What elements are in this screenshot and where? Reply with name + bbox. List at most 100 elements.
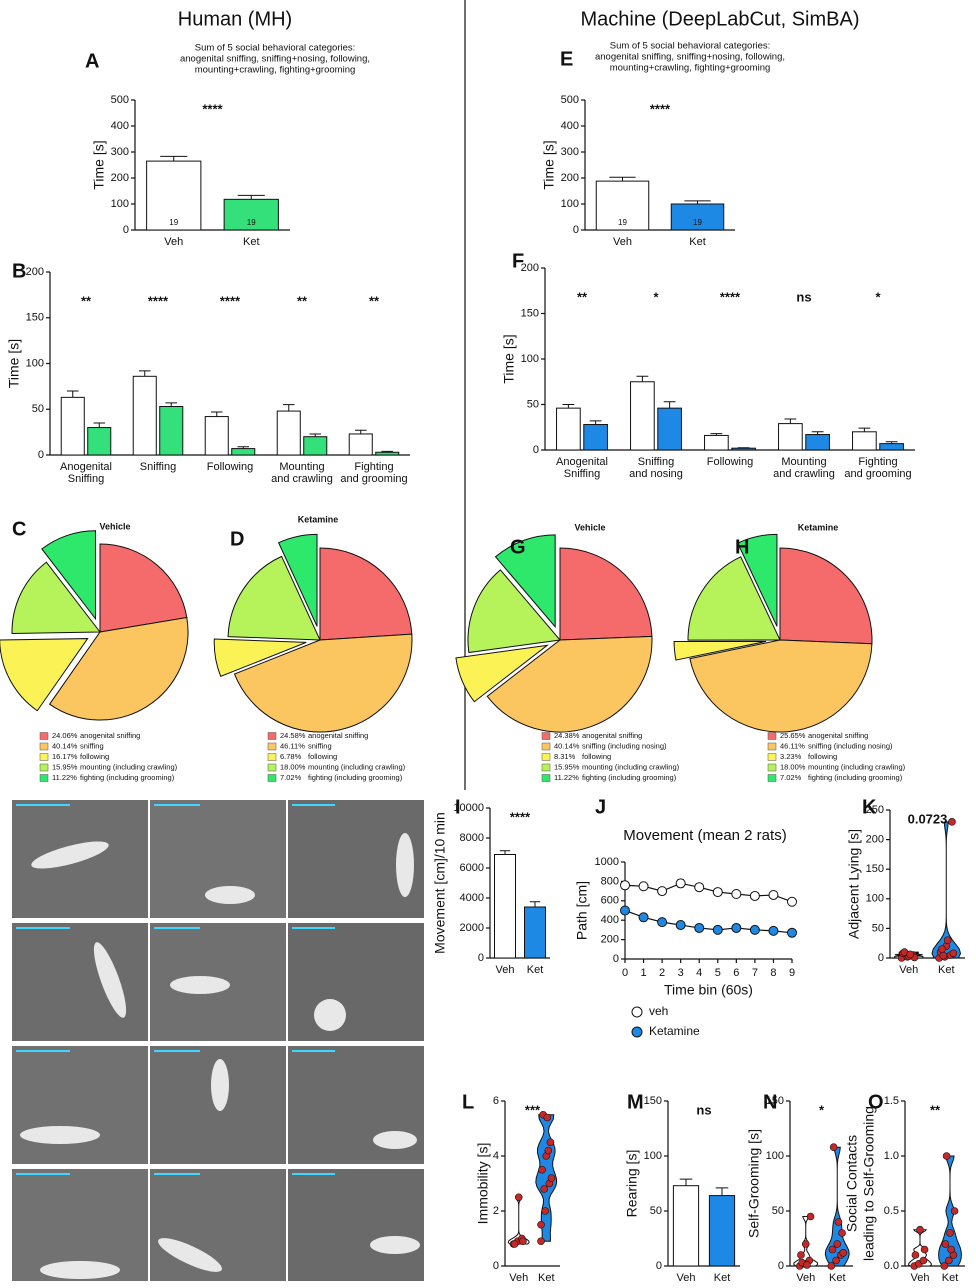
legend-value: 24.58%: [280, 731, 306, 740]
legend-swatch: [39, 753, 49, 761]
y-tick-label: 100: [26, 357, 44, 369]
legend-swatch: [767, 774, 777, 782]
chart-title: anogenital sniffing, sniffing+nosing, fo…: [595, 52, 785, 63]
y-tick-label: 300: [111, 146, 129, 158]
data-point: [828, 1245, 837, 1254]
chart-title: Movement (mean 2 rats): [623, 827, 786, 844]
x-tick-label: Sniffing: [638, 456, 675, 468]
bar: [524, 906, 546, 959]
x-tick-label: Sniffing: [564, 468, 601, 480]
legend-swatch: [39, 732, 49, 740]
header: Human (MH): [178, 8, 292, 30]
significance: ***: [525, 1102, 541, 1117]
bar: [159, 406, 184, 456]
legend-value: 46.11%: [780, 741, 805, 750]
data-point: [749, 890, 760, 901]
error-bar: [381, 450, 394, 453]
pie-slice: [99, 543, 188, 633]
pie-slice: [277, 533, 318, 627]
y-tick-label: 150: [521, 307, 539, 319]
legend-label: mounting (including crawling): [808, 762, 906, 771]
y-tick-label: 150: [644, 1095, 662, 1107]
x-tick-label: and nosing: [629, 468, 683, 480]
y-tick-label: 6000: [460, 862, 484, 874]
y-tick-label: 150: [26, 312, 44, 324]
data-point: [694, 882, 705, 893]
legend-value: 40.14%: [52, 741, 78, 750]
legend-value: 24.38%: [554, 731, 580, 740]
error-bar: [309, 433, 322, 437]
panel-label: A: [85, 50, 99, 72]
error-bar: [210, 411, 223, 417]
y-tick-label: 500: [111, 94, 129, 106]
bar: [657, 407, 682, 451]
legend-marker: [631, 1006, 643, 1018]
error-bar: [237, 446, 250, 449]
y-tick-label: 0: [493, 1260, 499, 1272]
x-tick-label: Veh: [796, 1272, 815, 1284]
legend-label: fighting (including grooming): [80, 773, 175, 782]
x-tick-label: Ket: [938, 964, 955, 976]
pie-slice: [0, 638, 89, 712]
legend-marker: [631, 1026, 643, 1038]
x-tick-label: and crawling: [271, 473, 333, 485]
legend-swatch: [767, 732, 777, 740]
y-tick-label: 200: [866, 834, 884, 846]
pie-slice: [319, 547, 413, 641]
x-tick-label: Ket: [942, 1272, 959, 1284]
data-point: [620, 880, 630, 891]
y-tick-label: 100: [766, 1150, 784, 1162]
chart-title: Ketamine: [798, 522, 839, 532]
y-tick-label: 150: [866, 863, 884, 875]
legend-value: 3.23%: [780, 752, 802, 761]
data-point: [544, 1146, 553, 1155]
chart-title: Ketamine: [298, 514, 339, 524]
data-point: [540, 1185, 548, 1193]
y-tick-label: 2: [493, 1205, 499, 1217]
legend-label: anogenital sniffing: [582, 731, 642, 740]
significance: *: [819, 1102, 825, 1117]
x-tick-label: Mounting: [279, 461, 324, 473]
y-tick-label: 200: [26, 266, 44, 278]
data-point: [947, 1245, 955, 1254]
y-tick-label: 200: [111, 172, 129, 184]
legend-label: sniffing (including nosing): [582, 741, 667, 750]
data-point: [731, 922, 742, 933]
error-bar: [715, 1187, 729, 1196]
count-label: 19: [247, 218, 256, 227]
y-tick-label: 0: [478, 952, 484, 964]
data-point: [946, 1229, 954, 1237]
y-axis-label: Time [s]: [91, 140, 107, 189]
x-tick-label: Ket: [538, 1272, 555, 1284]
panel-label: O: [868, 1091, 884, 1113]
y-axis-label: Rearing [s]: [624, 1150, 640, 1218]
x-tick-label: Veh: [911, 1272, 930, 1284]
x-tick-label: 5: [715, 967, 721, 979]
legend-swatch: [541, 774, 551, 782]
x-tick-label: Veh: [164, 236, 183, 248]
data-point: [541, 1207, 550, 1215]
legend-swatch: [541, 732, 551, 740]
legend-swatch: [541, 763, 551, 772]
pie-slice: [48, 616, 189, 721]
pie-slice: [467, 569, 561, 654]
data-point: [832, 1256, 840, 1265]
y-tick-label: 0.0: [884, 1260, 899, 1272]
video-frames: [12, 800, 424, 1281]
error-bar: [138, 370, 151, 377]
x-tick-label: Following: [207, 461, 253, 473]
x-tick-label: Veh: [677, 1272, 696, 1284]
bar: [630, 381, 655, 451]
y-tick-label: 1.0: [884, 1150, 899, 1162]
data-point: [510, 1240, 519, 1248]
data-point: [787, 927, 797, 938]
y-tick-label: 0: [573, 224, 579, 236]
legend-value: 7.02%: [280, 773, 302, 782]
panel-label: E: [560, 48, 573, 70]
x-tick-label: Ket: [527, 964, 544, 976]
x-tick-label: 3: [678, 967, 684, 979]
significance: ****: [148, 293, 169, 308]
y-tick-label: 8000: [460, 832, 484, 844]
x-tick-label: and crawling: [773, 468, 835, 480]
error-bar: [710, 433, 723, 436]
